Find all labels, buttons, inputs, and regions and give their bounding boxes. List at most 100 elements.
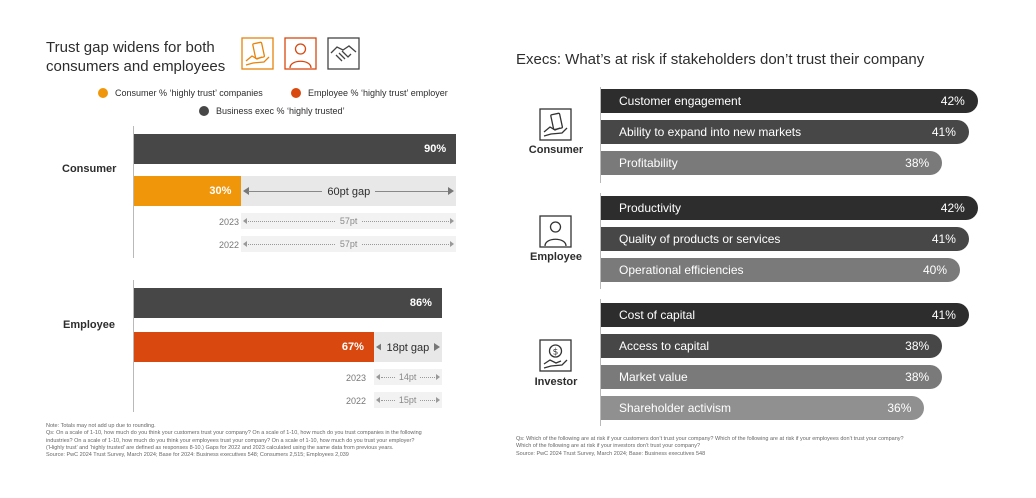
yr-arrow-right	[435, 397, 440, 403]
left-title-line1: Trust gap widens for both	[46, 39, 215, 56]
risk-value: 40%	[922, 263, 947, 277]
hand-holding-card-icon	[241, 37, 274, 70]
risk-bar-access-to-capital: Access to capital 38%	[601, 334, 943, 358]
risk-label: Ability to expand into new markets	[619, 125, 802, 139]
consumer-2022-gap-label: 57pt	[335, 236, 362, 252]
employee-2023-gap-label: 14pt	[394, 369, 421, 385]
right-chart-title: Execs: What’s at risk if stakeholders do…	[516, 51, 925, 68]
consumer-group-label: Consumer	[62, 163, 117, 175]
consumer-exec-value: 90%	[424, 143, 447, 155]
employee-gap-bracket: 18pt gap	[373, 332, 442, 362]
consumer-gap-bracket: 60pt gap	[241, 176, 457, 206]
risk-bar-productivity: Productivity 42%	[601, 196, 978, 220]
consumer-gap-label: 60pt gap	[322, 186, 376, 198]
risk-bar-shareholder-activism: Shareholder activism 36%	[601, 396, 925, 420]
risk-bar-quality: Quality of products or services 41%	[601, 227, 969, 251]
risk-value: 38%	[905, 370, 930, 384]
consumer-stakeholder-value: 30%	[209, 185, 232, 197]
legend-swatch-consumer	[98, 88, 108, 98]
risk-value: 41%	[931, 308, 956, 322]
risk-label: Market value	[619, 370, 688, 384]
consumer-stakeholder-bar: 30%	[134, 176, 242, 206]
legend-swatch-business-exec	[199, 106, 209, 116]
employee-stakeholder-bar: 67%	[134, 332, 374, 362]
left-footnote: Note: Totals may not add up due to round…	[46, 423, 496, 459]
employee-exec-value: 86%	[409, 297, 432, 309]
yr-arrow-right	[450, 218, 455, 224]
handshake-icon	[327, 37, 360, 70]
gap-arrow-left	[375, 343, 382, 351]
footnote-line: industries? On a scale of 1-10, how much…	[46, 437, 415, 444]
risk-bar-profitability: Profitability 38%	[601, 151, 943, 175]
employee-2022-year: 2022	[345, 396, 366, 406]
footnote-line: (‘Highly trust’ and ‘highly trusted’ are…	[46, 444, 394, 451]
employee-gap-label: 18pt gap	[381, 342, 435, 354]
consumer-axis-line	[133, 126, 134, 258]
consumer-2023-gap-label: 57pt	[335, 213, 362, 229]
risk-bar-market-value: Market value 38%	[601, 365, 943, 389]
consumer-2022-gap: 57pt	[241, 236, 457, 252]
investor-stakeholder-label: Investor	[534, 376, 578, 388]
risk-bar-expand-markets: Ability to expand into new markets 41%	[601, 120, 969, 144]
footnote-line: Qs: Which of the following are at risk i…	[516, 436, 904, 442]
employee-2022-gap-label: 15pt	[394, 392, 421, 408]
employee-risk-axis-line	[600, 193, 601, 289]
gap-arrow-right	[448, 187, 455, 195]
hand-holding-card-icon	[539, 108, 572, 141]
consumer-2022-year: 2022	[218, 240, 239, 250]
left-title-line2: consumers and employees	[46, 58, 226, 75]
consumer-exec-bar: 90%	[134, 134, 457, 164]
risk-value: 41%	[931, 125, 956, 139]
risk-label: Customer engagement	[619, 94, 742, 108]
risk-label: Cost of capital	[619, 308, 696, 322]
consumer-2023-gap: 57pt	[241, 213, 457, 229]
employee-2023-year: 2023	[345, 373, 366, 383]
legend-label-business-exec: Business exec % ‘highly trusted’	[216, 106, 345, 116]
risk-bar-operational-efficiencies: Operational efficiencies 40%	[601, 258, 960, 282]
person-icon	[284, 37, 317, 70]
footnote-line: Source: PwC 2024 Trust Survey, March 202…	[516, 450, 706, 457]
footnote-line: Source: PwC 2024 Trust Survey, March 202…	[46, 452, 349, 459]
yr-arrow-right	[450, 241, 455, 247]
hand-holding-dollar-icon: $	[539, 339, 572, 372]
risk-value: 38%	[905, 339, 930, 353]
risk-label: Access to capital	[619, 339, 710, 353]
risk-label: Operational efficiencies	[619, 263, 744, 277]
yr-arrow-left	[243, 218, 248, 224]
footnote-line: Note: Totals may not add up due to round…	[46, 423, 156, 429]
employee-2023-gap: 14pt	[373, 369, 442, 385]
employee-axis-line	[133, 280, 134, 412]
employee-2022-gap: 15pt	[373, 392, 442, 408]
gap-arrow-right	[433, 343, 440, 351]
risk-label: Productivity	[619, 201, 682, 215]
risk-value: 38%	[905, 156, 930, 170]
footnote-line: Which of the following are at risk if yo…	[516, 443, 701, 450]
yr-arrow-left	[243, 241, 248, 247]
employee-stakeholder-value: 67%	[341, 341, 364, 353]
legend-item-employee: Employee % ‘highly trust’ employer	[291, 88, 448, 98]
employee-exec-bar: 86%	[134, 288, 442, 318]
left-chart-title: Trust gap widens for both consumers and …	[46, 38, 246, 76]
right-footnote: Qs: Which of the following are at risk i…	[516, 436, 1016, 458]
yr-arrow-left	[375, 397, 380, 403]
consumer-2023-year: 2023	[218, 217, 239, 227]
consumer-risk-axis-line	[600, 87, 601, 183]
yr-arrow-left	[375, 374, 380, 380]
risk-label: Profitability	[619, 156, 678, 170]
employee-group-label: Employee	[63, 319, 115, 331]
risk-bar-cost-of-capital: Cost of capital 41%	[601, 303, 969, 327]
gap-arrow-left	[243, 187, 250, 195]
risk-label: Shareholder activism	[619, 401, 732, 415]
person-icon	[539, 215, 572, 248]
risk-value: 41%	[931, 232, 956, 246]
risk-value: 42%	[940, 201, 965, 215]
legend-item-business-exec: Business exec % ‘highly trusted’	[199, 106, 345, 116]
employee-stakeholder-label: Employee	[530, 251, 582, 263]
risk-bar-customer-engagement: Customer engagement 42%	[601, 89, 978, 113]
consumer-stakeholder-label: Consumer	[528, 144, 584, 156]
risk-value: 42%	[940, 94, 965, 108]
legend-label-consumer: Consumer % ‘highly trust’ companies	[115, 88, 263, 98]
legend-item-consumer: Consumer % ‘highly trust’ companies	[98, 88, 263, 98]
footnote-line: Qs: On a scale of 1-10, how much do you …	[46, 430, 422, 437]
risk-label: Quality of products or services	[619, 232, 781, 246]
